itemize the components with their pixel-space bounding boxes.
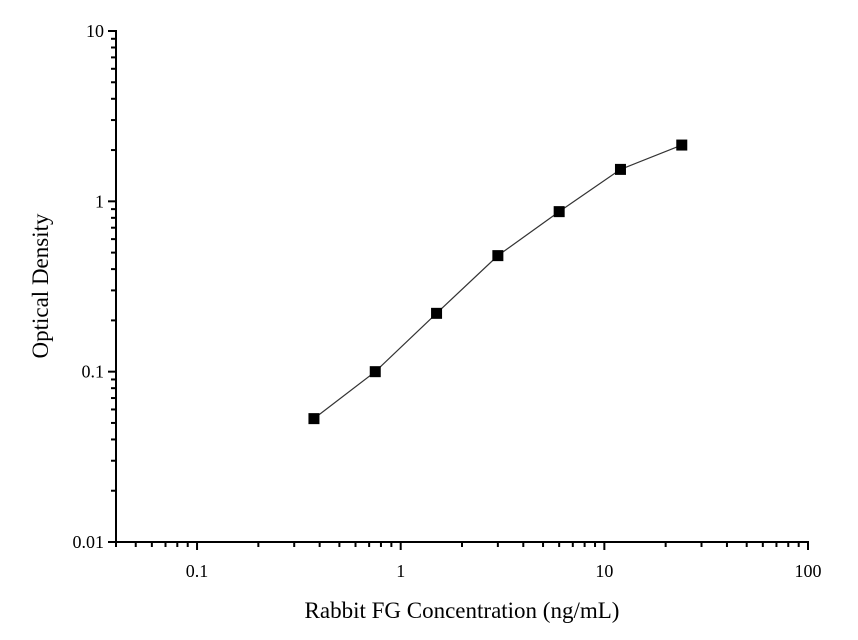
data-point: [431, 307, 443, 319]
y-axis-label: Optical Density: [28, 213, 53, 358]
data-point: [614, 163, 626, 175]
data-point: [369, 366, 381, 378]
y-tick-label: 0.01: [73, 532, 105, 552]
y-tick-label: 0.1: [82, 362, 105, 382]
x-tick-label: 100: [795, 561, 822, 581]
y-tick-label: 10: [86, 21, 104, 41]
x-tick-label: 10: [595, 561, 613, 581]
data-point: [308, 413, 320, 425]
x-tick-label: 1: [396, 561, 405, 581]
series: [308, 139, 688, 425]
axes: [108, 30, 809, 550]
data-point: [676, 139, 688, 151]
series-line: [313, 144, 682, 420]
x-tick-label: 0.1: [186, 561, 209, 581]
y-tick-label: 1: [95, 191, 104, 211]
tick-labels: 0.1 1 10 100 0.01 0.1 1 10: [73, 21, 822, 581]
data-point: [492, 250, 504, 262]
x-axis-label: Rabbit FG Concentration (ng/mL): [305, 598, 620, 623]
data-point: [553, 206, 565, 218]
